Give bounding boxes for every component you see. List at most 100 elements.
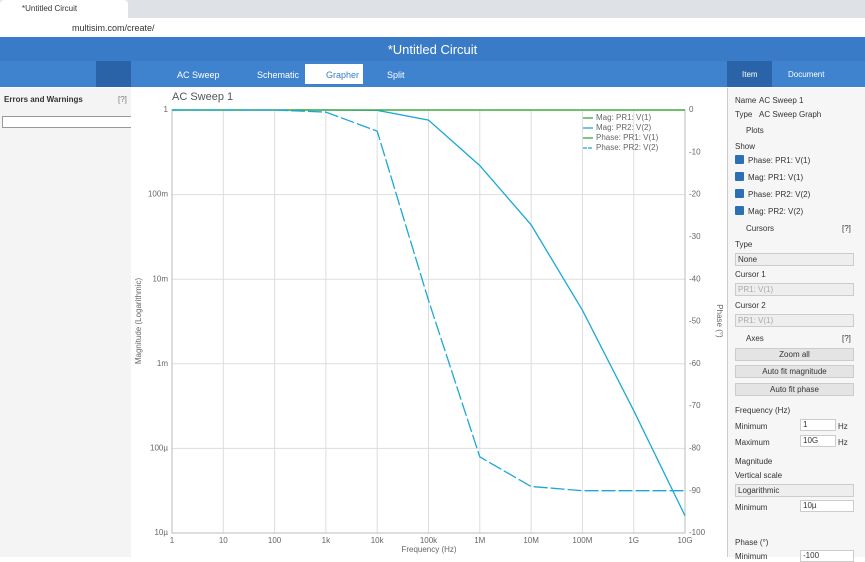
section[interactable]: Cursors	[746, 224, 775, 233]
y-tick-label: 10m	[152, 274, 168, 283]
active-tab[interactable]	[305, 64, 363, 84]
chart: AC Sweep 1 Frequency (Hz) Magnitude (Log…	[131, 88, 727, 557]
y-tick-label: 100m	[148, 190, 168, 199]
app-title: *Untitled Circuit	[387, 42, 478, 57]
y2-tick-label: -70	[689, 401, 701, 410]
help[interactable]: [?]	[842, 334, 851, 343]
dropdown: PR1: V(1)	[735, 314, 854, 327]
x-tick-label: 100k	[420, 536, 438, 545]
tab-grapher[interactable]: Grapher	[326, 70, 360, 80]
section[interactable]: Plots	[746, 126, 764, 135]
label: Cursor 1	[735, 270, 766, 279]
label: Cursor 2	[735, 301, 766, 310]
active-right-tab[interactable]	[727, 61, 772, 87]
help[interactable]: [?]	[118, 95, 127, 104]
active-left-tab[interactable]	[96, 61, 131, 87]
x-tick-label: 1M	[474, 536, 485, 545]
button[interactable]: Auto fit phase	[735, 383, 854, 396]
value: AC Sweep Graph	[759, 110, 822, 119]
y-tick-label: 10µ	[154, 528, 168, 537]
label: Type	[735, 110, 753, 119]
y-tick-label: 1m	[157, 359, 168, 368]
y2-tick-label: -60	[689, 359, 701, 368]
x-tick-label: 100M	[572, 536, 592, 545]
toolbar	[0, 61, 865, 87]
tab-title[interactable]: *Untitled Circuit	[22, 4, 78, 13]
tab-document[interactable]: Document	[788, 70, 825, 79]
dropdown[interactable]: Logarithmic	[735, 484, 854, 497]
y-axis-label: Magnitude (Logarithmic)	[134, 278, 143, 365]
checkbox[interactable]	[735, 172, 744, 181]
x-tick-label: 10M	[523, 536, 539, 545]
plot-name: Phase: PR2: V(2)	[748, 190, 811, 199]
x-tick-label: 10k	[371, 536, 385, 545]
label: Type	[735, 240, 753, 249]
x-tick-label: 10	[219, 536, 228, 545]
label: Frequency (Hz)	[735, 406, 791, 415]
series-line	[172, 109, 685, 492]
input[interactable]: 1	[800, 419, 836, 431]
filter-bar	[2, 116, 132, 128]
y2-tick-label: -100	[689, 528, 706, 537]
x-tick-label: 100	[268, 536, 282, 545]
y2-tick-label: -30	[689, 232, 701, 241]
unit: Hz	[838, 422, 848, 431]
dropdown: PR1: V(1)	[735, 283, 854, 296]
plot-name: Mag: PR2: V(2)	[748, 207, 804, 216]
label: Maximum	[735, 438, 770, 447]
y2-tick-label: -40	[689, 274, 701, 283]
left-title: Errors and Warnings	[4, 95, 83, 104]
label: Minimum	[735, 503, 768, 512]
y2-tick-label: -20	[689, 190, 701, 199]
label: Minimum	[735, 422, 768, 431]
label: Phase (°)	[735, 538, 769, 547]
dropdown[interactable]: None	[735, 253, 854, 266]
label: Vertical scale	[735, 471, 783, 480]
left-panel	[0, 88, 132, 557]
y2-tick-label: -80	[689, 444, 701, 453]
x-tick-label: 1	[170, 536, 175, 545]
y2-tick-label: -50	[689, 317, 701, 326]
plot-name: Phase: PR1: V(1)	[748, 156, 811, 165]
y-tick-label: 100µ	[150, 444, 168, 453]
tab-item[interactable]: Item	[742, 70, 758, 79]
x-tick-label: 1k	[322, 536, 331, 545]
input[interactable]: 10G	[800, 435, 836, 447]
x-axis-label: Frequency (Hz)	[401, 545, 456, 554]
y2-tick-label: 0	[689, 105, 694, 114]
url[interactable]: multisim.com/create/	[72, 23, 155, 33]
y2-tick-label: -90	[689, 486, 701, 495]
legend-label: Mag: PR2: V(2)	[596, 123, 651, 132]
input[interactable]: 10µ	[800, 500, 854, 512]
legend-label: Phase: PR1: V(1)	[596, 133, 659, 142]
legend-label: Mag: PR1: V(1)	[596, 113, 651, 122]
run-mode[interactable]: AC Sweep	[177, 70, 220, 80]
y2-axis-label: Phase (°)	[715, 304, 724, 338]
app-header	[0, 37, 865, 61]
chart-title: AC Sweep 1	[172, 91, 233, 103]
y2-tick-label: -10	[689, 147, 701, 156]
input[interactable]: -100	[800, 550, 854, 562]
label: Name	[735, 96, 757, 105]
checkbox[interactable]	[735, 155, 744, 164]
value: AC Sweep 1	[759, 96, 804, 105]
checkbox[interactable]	[735, 206, 744, 215]
x-tick-label: 1G	[628, 536, 639, 545]
unit: Hz	[838, 438, 848, 447]
y-tick-label: 1	[164, 105, 169, 114]
tab-split[interactable]: Split	[387, 70, 405, 80]
help[interactable]: [?]	[842, 224, 851, 233]
button[interactable]: Zoom all	[735, 348, 854, 361]
checkbox[interactable]	[735, 189, 744, 198]
tab-bar	[0, 0, 865, 18]
section[interactable]: Axes	[746, 334, 764, 343]
tab-schematic[interactable]: Schematic	[257, 70, 300, 80]
label: Show	[735, 142, 756, 151]
label: Magnitude	[735, 457, 773, 466]
plot-name: Mag: PR1: V(1)	[748, 173, 804, 182]
tab[interactable]	[0, 0, 128, 18]
legend-label: Phase: PR2: V(2)	[596, 143, 659, 152]
x-tick-label: 10G	[677, 536, 692, 545]
button[interactable]: Auto fit magnitude	[735, 365, 854, 378]
